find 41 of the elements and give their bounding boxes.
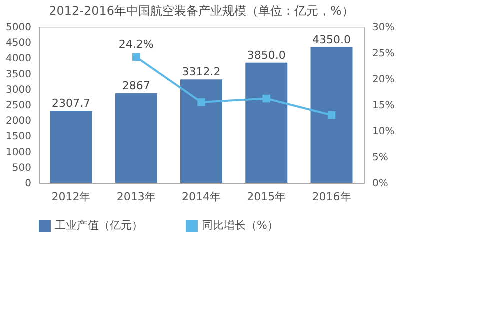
y-tick-label: 2000 [6,116,32,128]
y-tick-label: 4500 [6,38,32,50]
point [262,94,271,103]
legend-label: 工业产值（亿元） [55,219,143,232]
y-tick-label: 2500 [6,100,32,112]
y2-tick-label: 0% [372,178,388,190]
bar [246,62,288,183]
y-tick-label: 1000 [6,147,32,158]
y-tick-label: 1500 [6,132,32,143]
point [328,112,336,120]
y2-tick-label: 5% [372,152,388,164]
bar [180,80,222,183]
y2-tick-label: 30% [372,22,395,34]
y2-tick-label: 20% [372,74,395,86]
point [198,98,206,106]
x-tick-label: 2012年 [52,190,91,204]
y-tick-label: 0 [25,178,32,190]
data-label: 2867 [122,80,150,93]
bar [310,47,353,183]
data-label: 4350.0 [312,33,352,46]
chart-title: 2012-2016年中国航空装备产业规模（单位：亿元，%） [49,4,354,18]
bar [50,111,92,183]
x-tick-label: 2014年 [182,190,221,204]
bar [115,94,158,183]
data-label: 2307.7 [52,97,90,110]
y-tick-label: 500 [12,162,32,174]
data-label: 3850.0 [247,48,286,62]
legend-label: 同比增长（%） [202,219,278,232]
x-tick-label: 2013年 [116,190,156,204]
y2-tick-label: 15% [372,100,395,112]
data-label: 3312.2 [182,66,221,79]
y-tick-label: 5000 [6,22,32,34]
y-tick-label: 3000 [6,84,32,96]
y-tick-label: 4000 [6,54,32,65]
x-tick-label: 2016年 [312,190,352,204]
y2-tick-label: 25% [372,48,395,60]
point [132,53,140,62]
data-label: 24.2% [118,38,154,52]
y2-tick-label: 10% [372,126,395,138]
y-tick-label: 3500 [6,69,32,80]
x-tick-label: 2015年 [247,190,286,204]
